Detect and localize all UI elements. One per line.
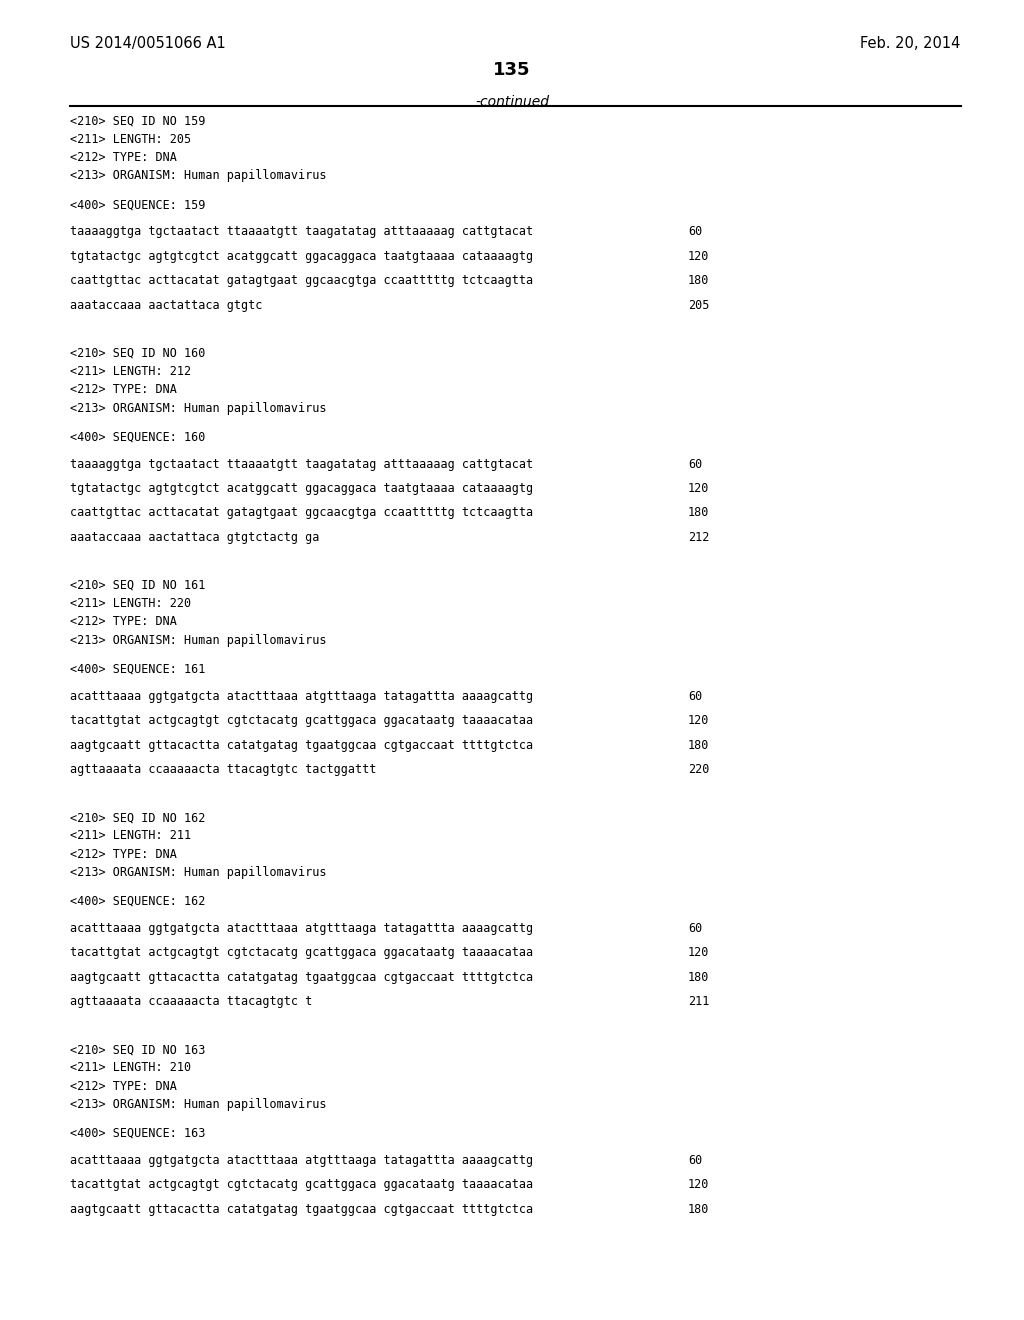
Text: aaataccaaa aactattaca gtgtctactg ga: aaataccaaa aactattaca gtgtctactg ga bbox=[70, 531, 319, 544]
Text: tgtatactgc agtgtcgtct acatggcatt ggacaggaca taatgtaaaa cataaaagtg: tgtatactgc agtgtcgtct acatggcatt ggacagg… bbox=[70, 482, 532, 495]
Text: US 2014/0051066 A1: US 2014/0051066 A1 bbox=[70, 36, 225, 50]
Text: 60: 60 bbox=[688, 921, 702, 935]
Text: 120: 120 bbox=[688, 482, 710, 495]
Text: tacattgtat actgcagtgt cgtctacatg gcattggaca ggacataatg taaaacataa: tacattgtat actgcagtgt cgtctacatg gcattgg… bbox=[70, 714, 532, 727]
Text: 60: 60 bbox=[688, 226, 702, 239]
Text: 135: 135 bbox=[494, 61, 530, 79]
Text: taaaaggtga tgctaatact ttaaaatgtt taagatatag atttaaaaag cattgtacat: taaaaggtga tgctaatact ttaaaatgtt taagata… bbox=[70, 226, 532, 239]
Text: 120: 120 bbox=[688, 1179, 710, 1191]
Text: <400> SEQUENCE: 161: <400> SEQUENCE: 161 bbox=[70, 663, 205, 676]
Text: -continued: -continued bbox=[475, 95, 549, 110]
Text: 205: 205 bbox=[688, 298, 710, 312]
Text: Feb. 20, 2014: Feb. 20, 2014 bbox=[860, 36, 961, 50]
Text: 60: 60 bbox=[688, 458, 702, 471]
Text: 180: 180 bbox=[688, 275, 710, 288]
Text: taaaaggtga tgctaatact ttaaaatgtt taagatatag atttaaaaag cattgtacat: taaaaggtga tgctaatact ttaaaatgtt taagata… bbox=[70, 458, 532, 471]
Text: tacattgtat actgcagtgt cgtctacatg gcattggaca ggacataatg taaaacataa: tacattgtat actgcagtgt cgtctacatg gcattgg… bbox=[70, 946, 532, 960]
Text: 120: 120 bbox=[688, 249, 710, 263]
Text: <210> SEQ ID NO 163: <210> SEQ ID NO 163 bbox=[70, 1043, 205, 1056]
Text: <210> SEQ ID NO 161: <210> SEQ ID NO 161 bbox=[70, 579, 205, 593]
Text: <212> TYPE: DNA: <212> TYPE: DNA bbox=[70, 1080, 176, 1093]
Text: <213> ORGANISM: Human papillomavirus: <213> ORGANISM: Human papillomavirus bbox=[70, 169, 326, 182]
Text: <212> TYPE: DNA: <212> TYPE: DNA bbox=[70, 847, 176, 861]
Text: <211> LENGTH: 220: <211> LENGTH: 220 bbox=[70, 597, 190, 610]
Text: acatttaaaa ggtgatgcta atactttaaa atgtttaaga tatagattta aaaagcattg: acatttaaaa ggtgatgcta atactttaaa atgttta… bbox=[70, 689, 532, 702]
Text: aagtgcaatt gttacactta catatgatag tgaatggcaa cgtgaccaat ttttgtctca: aagtgcaatt gttacactta catatgatag tgaatgg… bbox=[70, 738, 532, 751]
Text: 60: 60 bbox=[688, 689, 702, 702]
Text: <213> ORGANISM: Human papillomavirus: <213> ORGANISM: Human papillomavirus bbox=[70, 634, 326, 647]
Text: acatttaaaa ggtgatgcta atactttaaa atgtttaaga tatagattta aaaagcattg: acatttaaaa ggtgatgcta atactttaaa atgttta… bbox=[70, 921, 532, 935]
Text: caattgttac acttacatat gatagtgaat ggcaacgtga ccaatttttg tctcaagtta: caattgttac acttacatat gatagtgaat ggcaacg… bbox=[70, 275, 532, 288]
Text: <400> SEQUENCE: 159: <400> SEQUENCE: 159 bbox=[70, 198, 205, 211]
Text: 180: 180 bbox=[688, 970, 710, 983]
Text: tacattgtat actgcagtgt cgtctacatg gcattggaca ggacataatg taaaacataa: tacattgtat actgcagtgt cgtctacatg gcattgg… bbox=[70, 1179, 532, 1191]
Text: tgtatactgc agtgtcgtct acatggcatt ggacaggaca taatgtaaaa cataaaagtg: tgtatactgc agtgtcgtct acatggcatt ggacagg… bbox=[70, 249, 532, 263]
Text: <211> LENGTH: 210: <211> LENGTH: 210 bbox=[70, 1061, 190, 1074]
Text: aagtgcaatt gttacactta catatgatag tgaatggcaa cgtgaccaat ttttgtctca: aagtgcaatt gttacactta catatgatag tgaatgg… bbox=[70, 970, 532, 983]
Text: agttaaaata ccaaaaacta ttacagtgtc t: agttaaaata ccaaaaacta ttacagtgtc t bbox=[70, 995, 312, 1008]
Text: 180: 180 bbox=[688, 738, 710, 751]
Text: <210> SEQ ID NO 159: <210> SEQ ID NO 159 bbox=[70, 115, 205, 128]
Text: <213> ORGANISM: Human papillomavirus: <213> ORGANISM: Human papillomavirus bbox=[70, 401, 326, 414]
Text: <400> SEQUENCE: 162: <400> SEQUENCE: 162 bbox=[70, 895, 205, 908]
Text: <400> SEQUENCE: 163: <400> SEQUENCE: 163 bbox=[70, 1127, 205, 1140]
Text: 60: 60 bbox=[688, 1154, 702, 1167]
Text: acatttaaaa ggtgatgcta atactttaaa atgtttaaga tatagattta aaaagcattg: acatttaaaa ggtgatgcta atactttaaa atgttta… bbox=[70, 1154, 532, 1167]
Text: 220: 220 bbox=[688, 763, 710, 776]
Text: aagtgcaatt gttacactta catatgatag tgaatggcaa cgtgaccaat ttttgtctca: aagtgcaatt gttacactta catatgatag tgaatgg… bbox=[70, 1203, 532, 1216]
Text: agttaaaata ccaaaaacta ttacagtgtc tactggattt: agttaaaata ccaaaaacta ttacagtgtc tactgga… bbox=[70, 763, 376, 776]
Text: <213> ORGANISM: Human papillomavirus: <213> ORGANISM: Human papillomavirus bbox=[70, 1098, 326, 1111]
Text: caattgttac acttacatat gatagtgaat ggcaacgtga ccaatttttg tctcaagtta: caattgttac acttacatat gatagtgaat ggcaacg… bbox=[70, 507, 532, 520]
Text: <212> TYPE: DNA: <212> TYPE: DNA bbox=[70, 615, 176, 628]
Text: 211: 211 bbox=[688, 995, 710, 1008]
Text: <211> LENGTH: 212: <211> LENGTH: 212 bbox=[70, 366, 190, 378]
Text: 120: 120 bbox=[688, 714, 710, 727]
Text: 180: 180 bbox=[688, 1203, 710, 1216]
Text: <211> LENGTH: 211: <211> LENGTH: 211 bbox=[70, 829, 190, 842]
Text: aaataccaaa aactattaca gtgtc: aaataccaaa aactattaca gtgtc bbox=[70, 298, 262, 312]
Text: <211> LENGTH: 205: <211> LENGTH: 205 bbox=[70, 133, 190, 147]
Text: 212: 212 bbox=[688, 531, 710, 544]
Text: 120: 120 bbox=[688, 946, 710, 960]
Text: <400> SEQUENCE: 160: <400> SEQUENCE: 160 bbox=[70, 430, 205, 444]
Text: <212> TYPE: DNA: <212> TYPE: DNA bbox=[70, 383, 176, 396]
Text: 180: 180 bbox=[688, 507, 710, 520]
Text: <212> TYPE: DNA: <212> TYPE: DNA bbox=[70, 152, 176, 164]
Text: <213> ORGANISM: Human papillomavirus: <213> ORGANISM: Human papillomavirus bbox=[70, 866, 326, 879]
Text: <210> SEQ ID NO 162: <210> SEQ ID NO 162 bbox=[70, 810, 205, 824]
Text: <210> SEQ ID NO 160: <210> SEQ ID NO 160 bbox=[70, 347, 205, 360]
